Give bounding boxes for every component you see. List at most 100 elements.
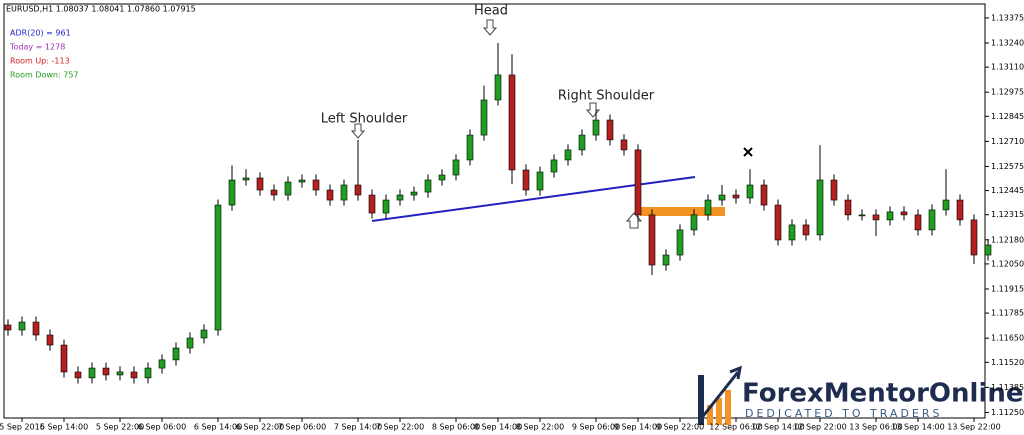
candle-body — [760, 184, 768, 206]
candle-body — [480, 99, 488, 136]
y-tick-label: 1.11520 — [991, 358, 1024, 367]
x-tick-label: 13 Sep 06:00 — [849, 423, 902, 432]
x-tick-label: 5 Sep 14:00 — [40, 423, 88, 432]
plot-frame — [3, 3, 986, 419]
candle-body — [942, 199, 950, 211]
down-arrow — [482, 19, 498, 36]
indicator: Room Up: -113 — [10, 57, 70, 66]
candle-body — [382, 199, 390, 214]
candle-body — [774, 204, 782, 241]
candle-body — [60, 344, 68, 373]
candle-body — [130, 371, 138, 379]
y-tick-label: 1.12845 — [991, 112, 1024, 121]
candle-body — [690, 214, 698, 231]
x-tick-label: 5 Sep 22:00 — [96, 423, 144, 432]
candle-body — [284, 181, 292, 196]
logo-bar — [707, 405, 713, 425]
x-tick-label: 7 Sep 06:00 — [278, 423, 326, 432]
y-tick-label: 1.12575 — [991, 162, 1024, 171]
y-tick-label: 1.11385 — [991, 383, 1024, 392]
candle-body — [844, 199, 852, 216]
candle-body — [298, 179, 306, 183]
x-marker — [743, 147, 753, 157]
candle-body — [144, 367, 152, 379]
candle-body — [550, 159, 558, 173]
candle-body — [270, 189, 278, 196]
zone — [640, 207, 725, 216]
candle-body — [606, 119, 614, 141]
candle-body — [186, 337, 194, 349]
candle-body — [214, 204, 222, 331]
x-tick-label: 6 Sep 06:00 — [138, 423, 186, 432]
logo-arrow — [698, 365, 742, 421]
candle-body — [494, 74, 502, 101]
candle-body — [802, 224, 810, 236]
y-tick-label: 1.13240 — [991, 38, 1024, 47]
candle-body — [340, 184, 348, 201]
annotation: Left Shoulder — [321, 112, 408, 127]
annotation: Right Shoulder — [558, 89, 655, 104]
logo-name: ForexMentorOnline — [742, 379, 1024, 409]
candle-body — [396, 194, 404, 201]
x-tick-label: 7 Sep 22:00 — [376, 423, 424, 432]
down-arrow — [350, 123, 366, 139]
candle-body — [46, 334, 54, 346]
candle-body — [536, 171, 544, 191]
candle-body — [970, 219, 978, 256]
x-tick-label: 9 Sep 06:00 — [572, 423, 620, 432]
candle-body — [200, 329, 208, 339]
x-tick-label: 13 Sep 14:00 — [891, 423, 944, 432]
candle-body — [984, 244, 992, 256]
candle-body — [732, 194, 740, 199]
logo-bar — [725, 390, 731, 425]
x-tick-label: 5 Sep 2016 — [0, 423, 45, 432]
candle-body — [228, 179, 236, 206]
candle-body — [956, 199, 964, 221]
x-tick-label: 13 Sep 22:00 — [947, 423, 1000, 432]
candle-body — [676, 229, 684, 256]
y-tick-label: 1.12315 — [991, 210, 1024, 219]
candle-body — [704, 199, 712, 216]
candle-body — [18, 321, 26, 331]
candle-body — [914, 214, 922, 231]
candle-body — [312, 179, 320, 191]
candle-body — [718, 194, 726, 201]
x-tick-label: 8 Sep 22:00 — [516, 423, 564, 432]
x-tick-label: 12 Sep 06:00 — [709, 423, 762, 432]
candle-body — [172, 347, 180, 361]
logo-tagline: DEDICATED TO TRADERS — [745, 407, 942, 420]
candle-body — [564, 149, 572, 161]
candle-body — [508, 74, 516, 171]
candle-body — [368, 194, 376, 214]
candle-body — [578, 134, 586, 151]
candle-body — [256, 177, 264, 191]
candle-body — [900, 211, 908, 216]
y-tick-label: 1.13375 — [991, 13, 1024, 22]
x-tick-label: 7 Sep 14:00 — [334, 423, 382, 432]
x-tick-label: 6 Sep 22:00 — [236, 423, 284, 432]
y-tick-label: 1.12975 — [991, 88, 1024, 97]
candle-body — [74, 371, 82, 379]
candle-body — [830, 179, 838, 201]
candle-body — [158, 359, 166, 369]
x-tick-label: 8 Sep 06:00 — [432, 423, 480, 432]
candle-body — [788, 224, 796, 241]
candle-body — [410, 191, 418, 196]
candle-body — [326, 189, 334, 201]
candle-body — [354, 184, 362, 196]
y-tick-label: 1.12445 — [991, 186, 1024, 195]
candle-body — [88, 367, 96, 379]
y-tick-label: 1.11650 — [991, 334, 1024, 343]
chart-title: EURUSD,H1 1.08037 1.08041 1.07860 1.0791… — [6, 5, 196, 14]
x-tick-label: 12 Sep 22:00 — [793, 423, 846, 432]
indicator: Today = 1278 — [9, 43, 65, 52]
indicator: ADR(20) = 961 — [10, 29, 71, 38]
candle-body — [438, 174, 446, 181]
candle-body — [4, 324, 12, 331]
candle-body — [102, 367, 110, 376]
candle-body — [928, 209, 936, 231]
candle-body — [466, 134, 474, 161]
candle-body — [648, 214, 656, 266]
x-tick-label: 9 Sep 22:00 — [656, 423, 704, 432]
